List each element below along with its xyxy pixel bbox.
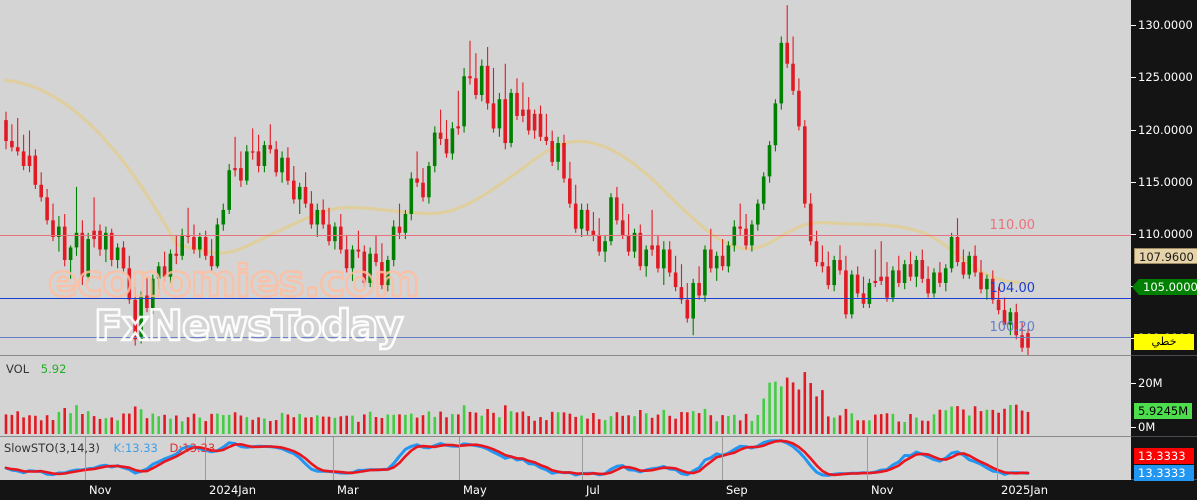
- time-axis-label: 2025Jan: [1001, 483, 1048, 497]
- time-axis-label: Nov: [871, 483, 894, 497]
- time-gridline: [997, 437, 998, 480]
- volume-legend: VOL 5.92: [6, 363, 66, 376]
- time-gridline: [582, 437, 583, 480]
- volume-value-tag: 5.9245M: [1134, 403, 1193, 419]
- time-gridline: [867, 437, 868, 480]
- stochastic-k-tag: 13.3333: [1134, 465, 1194, 481]
- time-axis-label: 2024Jan: [209, 483, 256, 497]
- pane-divider-1: [0, 355, 1131, 356]
- volume-axis-tick: 0M: [1131, 421, 1197, 434]
- stochastic-pane[interactable]: [0, 437, 1131, 479]
- time-axis-label: May: [463, 483, 487, 497]
- time-axis-label: Mar: [337, 483, 359, 497]
- volume-legend-label: VOL: [6, 362, 30, 376]
- price-chart-pane[interactable]: [0, 0, 1131, 355]
- stochastic-k-label: K:13.33: [113, 441, 158, 455]
- signal-line-label-110: 110.00: [989, 217, 1036, 233]
- scale-mode-tag[interactable]: خطي: [1134, 334, 1194, 350]
- volume-axis-tick: 20M: [1131, 377, 1197, 390]
- candlestick-canvas: [4, 5, 1030, 355]
- stochastic-canvas: [4, 439, 1030, 477]
- signal-line-104: [0, 297, 1131, 299]
- volume-pane[interactable]: [0, 356, 1131, 436]
- price-axis-panel[interactable]: 130.0000 125.0000 120.0000 115.0000 110.0000…: [1131, 0, 1197, 500]
- price-axis-tick: 125.0000: [1131, 71, 1197, 84]
- stochastic-legend: SlowSTO(3,14,3) K:13.33 D:13.33: [4, 442, 215, 455]
- stochastic-d-tag: 13.3333: [1134, 448, 1194, 464]
- stochastic-d-label: D:13.33: [169, 441, 216, 455]
- volume-canvas: [4, 372, 1030, 434]
- time-axis-label: Sep: [726, 483, 748, 497]
- time-axis-label: Nov: [89, 483, 112, 497]
- stochastic-legend-label: SlowSTO(3,14,3): [4, 441, 100, 455]
- axis-separator-1: [1131, 355, 1197, 356]
- time-axis-label: Jul: [586, 483, 600, 497]
- time-gridline: [333, 437, 334, 480]
- signal-line-110: [0, 234, 1131, 236]
- axis-separator-2: [1131, 436, 1197, 437]
- price-axis-tick: 120.0000: [1131, 123, 1197, 137]
- volume-legend-value: 5.92: [40, 362, 67, 376]
- moving-average-price-tag: 107.9600: [1134, 248, 1197, 265]
- time-axis: Nov 2024Jan Mar May Jul Sep Nov 2025Jan: [0, 480, 1131, 500]
- time-gridline: [459, 437, 460, 480]
- signal-line-label-100.2: 100.20: [989, 320, 1036, 336]
- price-axis-tick: 130.0000: [1131, 19, 1197, 32]
- last-price-tag: 105.0000: [1132, 279, 1197, 296]
- time-gridline: [722, 437, 723, 480]
- price-axis-tick: 115.0000: [1131, 175, 1197, 189]
- price-axis-tick: 110.0000: [1131, 227, 1197, 241]
- signal-line-100.2: [0, 337, 1131, 339]
- time-gridline: [205, 437, 206, 480]
- signal-line-label-104: 104.00: [989, 280, 1036, 296]
- pane-divider-2: [0, 436, 1131, 437]
- time-gridline: [85, 437, 86, 480]
